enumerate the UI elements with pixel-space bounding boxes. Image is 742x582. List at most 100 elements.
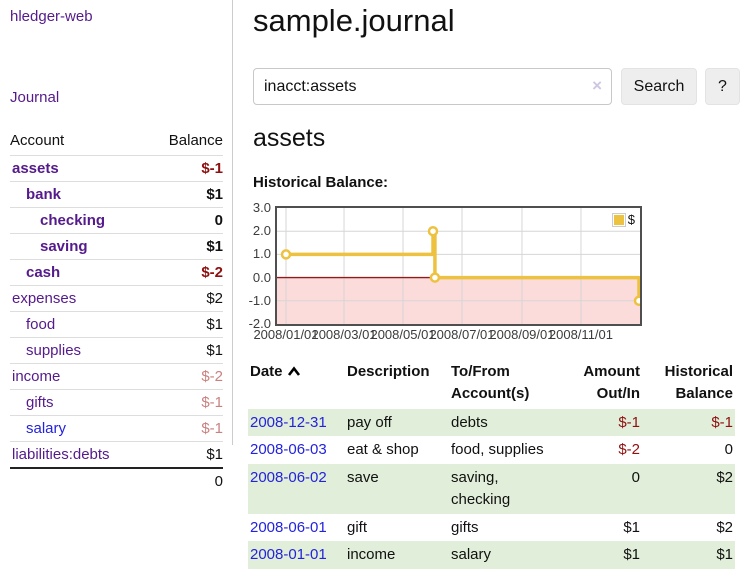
transaction-date-link[interactable]: 2008-06-02 bbox=[250, 469, 327, 486]
transaction-accounts: debts bbox=[451, 413, 488, 431]
historical-balance-chart: 3.0 2.0 1.0 0.0 -1.0 -2.0 $ 2008/01/01 2008/03… bbox=[249, 200, 740, 345]
account-link[interactable]: checking bbox=[40, 212, 106, 229]
account-row: supplies $1 bbox=[10, 337, 223, 364]
search-bar: × Search ? bbox=[253, 68, 740, 105]
transaction-description: pay off bbox=[347, 413, 392, 431]
register-header-balance: Historical Balance bbox=[664, 363, 733, 402]
account-row: food $1 bbox=[10, 311, 223, 338]
transaction-amount: $1 bbox=[623, 546, 640, 564]
account-row: salary $-1 bbox=[10, 415, 223, 442]
register-row: 2008-06-03 eat & shop food, supplies $-2… bbox=[248, 436, 735, 464]
x-tick-label: 2008/05/01 bbox=[370, 327, 436, 342]
transaction-accounts: gifts bbox=[451, 518, 479, 536]
x-tick-label: 2008/03/01 bbox=[311, 327, 377, 342]
register-row: 2008-01-01 income salary $1 $1 bbox=[248, 541, 735, 569]
search-input[interactable] bbox=[253, 68, 612, 105]
account-balance: $-2 bbox=[147, 363, 223, 390]
transaction-amount: $-1 bbox=[618, 413, 640, 431]
register-row: 2008-06-01 gift gifts $1 $2 bbox=[248, 514, 735, 542]
sidebar: hledger-web Journal Account Balance asse… bbox=[0, 0, 233, 494]
register-header-date[interactable]: Date bbox=[248, 358, 345, 409]
account-row: expenses $2 bbox=[10, 285, 223, 312]
account-balance: $-1 bbox=[147, 155, 223, 182]
transaction-accounts: salary bbox=[451, 546, 492, 564]
account-balance: $2 bbox=[147, 285, 223, 312]
account-link[interactable]: liabilities:debts bbox=[12, 446, 110, 463]
register-table: Date Description To/From Account(s) Amou… bbox=[248, 358, 735, 569]
account-link[interactable]: saving bbox=[40, 238, 88, 255]
account-balance: $-1 bbox=[147, 415, 223, 442]
account-link[interactable]: food bbox=[26, 316, 56, 333]
transaction-balance: $2 bbox=[716, 469, 733, 486]
transaction-date-link[interactable]: 2008-01-01 bbox=[250, 546, 327, 564]
y-tick-label: 3.0 bbox=[252, 200, 271, 215]
register-header-amount: Amount Out/In bbox=[583, 363, 640, 402]
account-row: assets $-1 bbox=[10, 155, 223, 182]
transaction-amount: $-2 bbox=[618, 441, 640, 459]
transaction-description: income bbox=[347, 546, 396, 564]
account-balance: $1 bbox=[147, 181, 223, 208]
transaction-date-link[interactable]: 2008-06-03 bbox=[250, 441, 327, 459]
account-row: liabilities:debts $1 bbox=[10, 441, 223, 468]
account-link[interactable]: expenses bbox=[12, 290, 77, 307]
legend-label: $ bbox=[627, 212, 635, 227]
y-tick-label: 1.0 bbox=[252, 246, 271, 262]
transaction-description: save bbox=[347, 469, 379, 486]
account-balance: $-2 bbox=[147, 259, 223, 286]
accounts-header-account: Account bbox=[10, 132, 65, 149]
account-balance: 0 bbox=[147, 207, 223, 234]
y-tick-label: 2.0 bbox=[252, 223, 271, 239]
account-heading: assets bbox=[253, 124, 326, 152]
clear-search-icon[interactable]: × bbox=[592, 76, 602, 95]
chart-title: Historical Balance: bbox=[253, 174, 389, 191]
transaction-date-link[interactable]: 2008-12-31 bbox=[250, 413, 327, 431]
register-row: 2008-12-31 pay off debts $-1 $-1 bbox=[248, 408, 735, 437]
transaction-amount: 0 bbox=[631, 469, 640, 486]
chart-plot-area: $ bbox=[275, 206, 645, 326]
account-balance: $1 bbox=[147, 337, 223, 364]
account-row: income $-2 bbox=[10, 363, 223, 390]
account-row: gifts $-1 bbox=[10, 389, 223, 416]
register-rows: 2008-12-31 pay off debts $-1 $-1 2008-06… bbox=[248, 408, 735, 569]
sort-ascending-icon bbox=[287, 366, 300, 376]
search-button[interactable]: Search bbox=[621, 68, 697, 105]
transaction-description: eat & shop bbox=[347, 441, 419, 459]
x-tick-label: 2008/01/01 bbox=[253, 327, 319, 342]
main-content: sample.journal × Search ? assets Histori… bbox=[248, 0, 742, 582]
chart-y-axis-labels: 3.0 2.0 1.0 0.0 -1.0 -2.0 bbox=[249, 200, 271, 331]
accounts-table: Account Balance assets $-1 bank $1 check… bbox=[10, 129, 223, 494]
y-tick-label: -1.0 bbox=[248, 292, 271, 308]
app-title-link[interactable]: hledger-web bbox=[10, 8, 93, 25]
x-tick-label: 2008/07/01 bbox=[429, 327, 495, 342]
account-link[interactable]: cash bbox=[26, 264, 61, 281]
account-link[interactable]: income bbox=[12, 368, 61, 385]
legend-swatch-icon bbox=[611, 212, 626, 227]
account-balance: $-1 bbox=[147, 389, 223, 416]
help-button[interactable]: ? bbox=[705, 68, 740, 105]
register-row: 2008-06-02 save saving, checking 0 $2 bbox=[248, 464, 735, 514]
transaction-date-link[interactable]: 2008-06-01 bbox=[250, 518, 327, 536]
chart-canvas bbox=[277, 208, 645, 324]
accounts-total-value: 0 bbox=[147, 467, 223, 494]
register-header-description: Description bbox=[347, 363, 430, 380]
accounts-header-balance: Balance bbox=[168, 132, 223, 149]
sidebar-item-journal[interactable]: Journal bbox=[10, 89, 60, 106]
y-tick-label: 0.0 bbox=[252, 269, 271, 285]
account-link[interactable]: salary bbox=[26, 420, 67, 437]
register-header-row: Date Description To/From Account(s) Amou… bbox=[248, 358, 735, 409]
chart-legend: $ bbox=[609, 211, 637, 228]
account-row: bank $1 bbox=[10, 181, 223, 208]
account-link[interactable]: bank bbox=[26, 186, 62, 203]
accounts-total-row: 0 bbox=[10, 467, 223, 494]
transaction-description: gift bbox=[347, 518, 368, 536]
y-tick-label: -2.0 bbox=[248, 316, 271, 331]
x-tick-label: 2008/11/01 bbox=[548, 327, 613, 342]
account-row: saving $1 bbox=[10, 233, 223, 260]
transaction-balance: $2 bbox=[716, 518, 733, 536]
transaction-balance: $-1 bbox=[711, 413, 733, 431]
account-link[interactable]: assets bbox=[12, 160, 59, 177]
transaction-balance: 0 bbox=[724, 441, 733, 459]
account-link[interactable]: gifts bbox=[26, 394, 54, 411]
account-link[interactable]: supplies bbox=[26, 342, 82, 359]
transaction-accounts: food, supplies bbox=[451, 441, 544, 459]
